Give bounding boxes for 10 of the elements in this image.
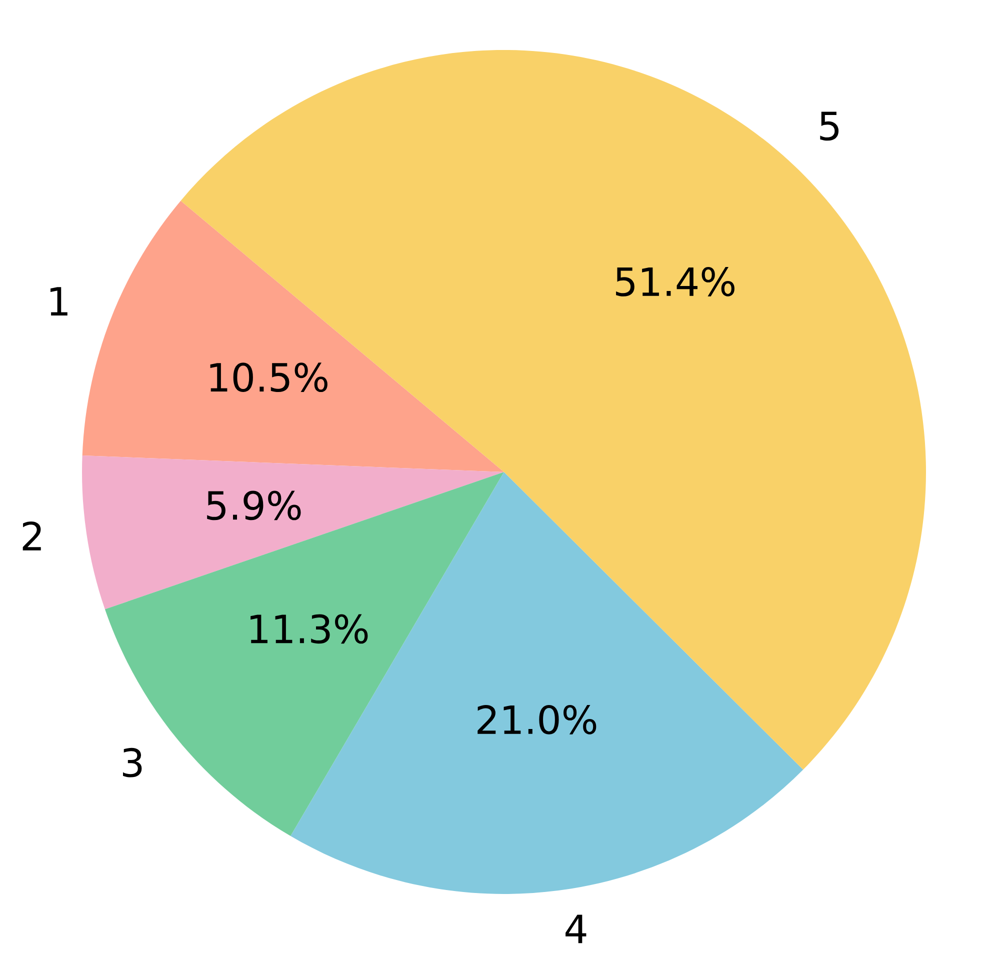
slice-label: 3 bbox=[123, 748, 142, 778]
data-label: 11.3% bbox=[250, 614, 368, 644]
data-label: 10.5% bbox=[210, 362, 328, 392]
slice-label: 2 bbox=[22, 521, 41, 550]
data-label: 51.4% bbox=[616, 266, 734, 296]
slice-label: 5 bbox=[820, 112, 839, 141]
data-label: 5.9% bbox=[207, 490, 301, 520]
slice-label: 4 bbox=[566, 914, 586, 944]
data-label: 21.0% bbox=[478, 704, 596, 734]
slice-label: 1 bbox=[50, 287, 68, 316]
